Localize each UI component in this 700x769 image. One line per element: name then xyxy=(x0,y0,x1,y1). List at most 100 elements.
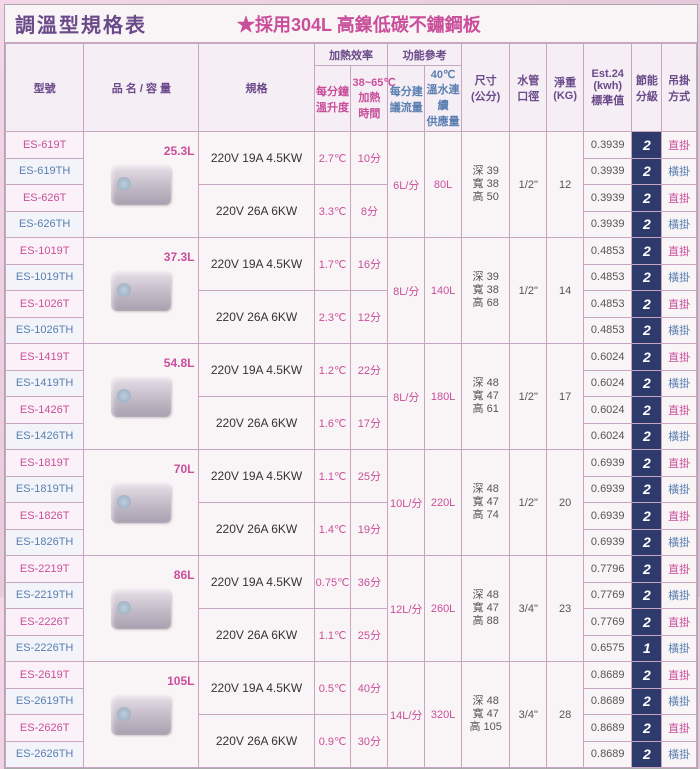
product-image xyxy=(111,589,171,629)
cell-mount: 橫掛 xyxy=(662,211,697,238)
cell-grade: 2 xyxy=(632,503,662,530)
cell-grade: 2 xyxy=(632,556,662,583)
cell-mount: 橫掛 xyxy=(662,529,697,556)
cell-grade: 2 xyxy=(632,609,662,636)
cell-spec: 220V 19A 4.5KW xyxy=(199,662,314,715)
hdr-heat1: 每分鐘 溫升度 xyxy=(314,66,351,132)
cell-heat2: 10分 xyxy=(351,132,388,185)
cell-grade: 2 xyxy=(632,158,662,185)
hdr-capacity: 品 名 / 容 量 xyxy=(84,44,199,132)
cell-grade: 2 xyxy=(632,238,662,265)
cell-mount: 直掛 xyxy=(662,238,697,265)
cell-mount: 橫掛 xyxy=(662,582,697,609)
cell-heat1: 1.7℃ xyxy=(314,238,351,291)
cell-grade: 2 xyxy=(632,264,662,291)
cell-model: ES-619T xyxy=(6,132,84,159)
hdr-pipe: 水管 口徑 xyxy=(510,44,547,132)
cell-model: ES-1026TH xyxy=(6,317,84,344)
product-image xyxy=(111,165,171,205)
cell-mount: 直掛 xyxy=(662,450,697,477)
cell-grade: 2 xyxy=(632,423,662,450)
cell-est: 0.6939 xyxy=(584,450,632,477)
cell-grade: 2 xyxy=(632,688,662,715)
cell-spec: 220V 19A 4.5KW xyxy=(199,238,314,291)
hdr-func2: 40℃ 溫水連續 供應量 xyxy=(425,66,462,132)
cell-heat1: 1.6℃ xyxy=(314,397,351,450)
cell-weight: 20 xyxy=(547,450,584,556)
cell-grade: 2 xyxy=(632,476,662,503)
cell-heat2: 19分 xyxy=(351,503,388,556)
cell-est: 0.6939 xyxy=(584,529,632,556)
cell-heat2: 40分 xyxy=(351,662,388,715)
cell-size: 深 48 寬 47 高 61 xyxy=(462,344,510,450)
hdr-heat-eff: 加熱效率 xyxy=(314,44,388,66)
cell-est: 0.3939 xyxy=(584,211,632,238)
cell-grade: 2 xyxy=(632,291,662,318)
cell-func2: 140L xyxy=(425,238,462,344)
cell-model: ES-1426T xyxy=(6,397,84,424)
hdr-mount: 吊掛 方式 xyxy=(662,44,697,132)
cell-func2: 320L xyxy=(425,662,462,768)
hdr-size: 尺寸 (公分) xyxy=(462,44,510,132)
cell-func1: 12L/分 xyxy=(388,556,425,662)
cell-heat2: 25分 xyxy=(351,609,388,662)
cell-pipe: 3/4" xyxy=(510,662,547,768)
hdr-est: Est.24 (kwh) 標準值 xyxy=(584,44,632,132)
cell-spec: 220V 26A 6KW xyxy=(199,185,314,238)
cell-func2: 180L xyxy=(425,344,462,450)
cell-capacity: 25.3L xyxy=(84,132,199,238)
hdr-func1: 每分建 議流量 xyxy=(388,66,425,132)
cell-heat1: 1.2℃ xyxy=(314,344,351,397)
cell-model: ES-2619TH xyxy=(6,688,84,715)
cell-spec: 220V 26A 6KW xyxy=(199,291,314,344)
cell-est: 0.8689 xyxy=(584,688,632,715)
cell-grade: 2 xyxy=(632,529,662,556)
spec-table: 型號 品 名 / 容 量 規格 加熱效率 功能參考 尺寸 (公分) 水管 口徑 … xyxy=(5,43,697,768)
cell-mount: 直掛 xyxy=(662,556,697,583)
cell-est: 0.4853 xyxy=(584,238,632,265)
cell-model: ES-1419TH xyxy=(6,370,84,397)
cell-pipe: 1/2" xyxy=(510,238,547,344)
cell-weight: 17 xyxy=(547,344,584,450)
cell-heat2: 8分 xyxy=(351,185,388,238)
cell-grade: 1 xyxy=(632,635,662,662)
cell-mount: 橫掛 xyxy=(662,317,697,344)
cell-func1: 10L/分 xyxy=(388,450,425,556)
cell-heat1: 0.9℃ xyxy=(314,715,351,768)
cell-grade: 2 xyxy=(632,397,662,424)
cell-grade: 2 xyxy=(632,370,662,397)
cell-pipe: 1/2" xyxy=(510,450,547,556)
cell-model: ES-2226TH xyxy=(6,635,84,662)
cell-mount: 直掛 xyxy=(662,662,697,689)
cell-weight: 23 xyxy=(547,556,584,662)
cell-weight: 28 xyxy=(547,662,584,768)
cell-grade: 2 xyxy=(632,185,662,212)
cell-model: ES-1426TH xyxy=(6,423,84,450)
cell-size: 深 39 寬 38 高 50 xyxy=(462,132,510,238)
cell-model: ES-1419T xyxy=(6,344,84,371)
cell-model: ES-2219TH xyxy=(6,582,84,609)
cell-mount: 橫掛 xyxy=(662,688,697,715)
cell-size: 深 48 寬 47 高 105 xyxy=(462,662,510,768)
cell-grade: 2 xyxy=(632,715,662,742)
cell-mount: 橫掛 xyxy=(662,476,697,503)
cell-func1: 6L/分 xyxy=(388,132,425,238)
cell-weight: 12 xyxy=(547,132,584,238)
table-row: ES-619T25.3L220V 19A 4.5KW2.7℃10分6L/分80L… xyxy=(6,132,697,159)
table-row: ES-2619T105L220V 19A 4.5KW0.5℃40分14L/分32… xyxy=(6,662,697,689)
cell-mount: 直掛 xyxy=(662,344,697,371)
cell-model: ES-626T xyxy=(6,185,84,212)
cell-spec: 220V 26A 6KW xyxy=(199,397,314,450)
cell-size: 深 48 寬 47 高 88 xyxy=(462,556,510,662)
cell-model: ES-1019TH xyxy=(6,264,84,291)
cell-model: ES-1826T xyxy=(6,503,84,530)
title-row: 調溫型規格表 ★採用304L 高鎳低碳不鏽鋼板 xyxy=(5,5,697,43)
cell-est: 0.7796 xyxy=(584,556,632,583)
cell-capacity: 105L xyxy=(84,662,199,768)
cell-pipe: 1/2" xyxy=(510,344,547,450)
cell-model: ES-2626TH xyxy=(6,741,84,768)
cell-heat1: 0.5℃ xyxy=(314,662,351,715)
cell-grade: 2 xyxy=(632,132,662,159)
cell-grade: 2 xyxy=(632,662,662,689)
cell-est: 0.3939 xyxy=(584,158,632,185)
